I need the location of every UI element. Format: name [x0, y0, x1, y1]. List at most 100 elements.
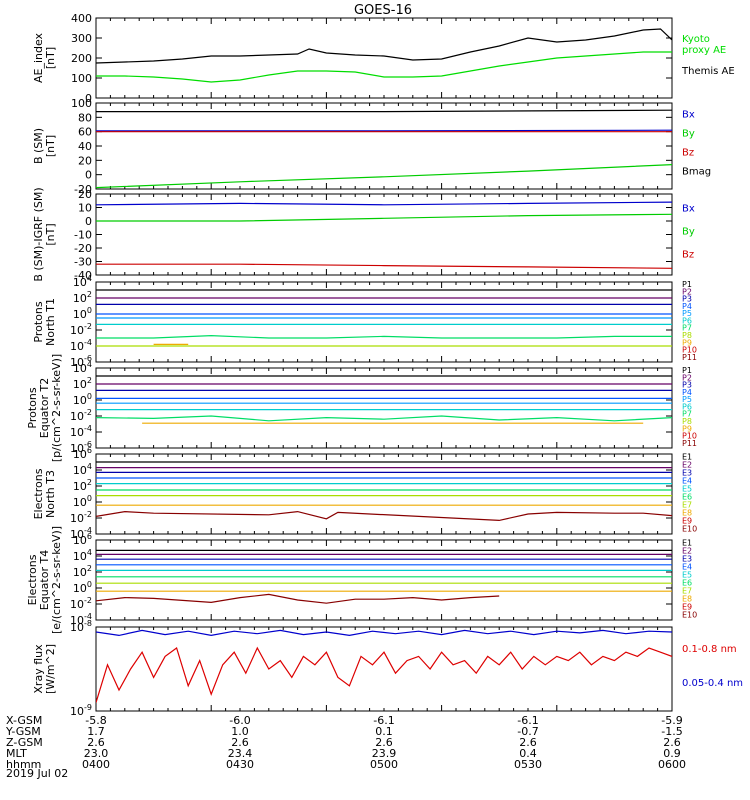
series-line-0.1-0.8-nm	[96, 646, 672, 703]
legend-label: P3	[682, 295, 692, 304]
legend-label: By	[682, 128, 695, 139]
series-line-bx	[96, 129, 672, 132]
y-axis-label: B (SM) [nT]	[32, 128, 57, 164]
y-tick-label: 200	[71, 52, 92, 65]
svg-text:[nT]: [nT]	[44, 47, 57, 69]
legend-label: P4	[682, 302, 692, 311]
legend-label: E7	[682, 501, 692, 510]
svg-text:B (SM)-IGRF (SM): B (SM)-IGRF (SM)	[32, 187, 45, 281]
y-tick-label: 20	[78, 154, 92, 167]
x-tick-value: 0.1	[375, 725, 393, 738]
legend-label: P6	[682, 316, 692, 325]
y-tick-label: 104	[73, 548, 92, 563]
y-axis-label: Electrons North T3	[32, 468, 57, 519]
y-tick-label: 40	[78, 140, 92, 153]
panel-xray: 10-9 10-8 Xray flux [W/m^2] 0.1-0.8 nm 0.05-0…	[32, 619, 743, 718]
x-tick-value: 0430	[226, 758, 254, 771]
x-tick-value: 1.0	[231, 725, 249, 738]
legend-label: E5	[682, 571, 692, 580]
svg-text:B (SM): B (SM)	[32, 128, 45, 164]
x-tick-value: -5.9	[661, 714, 682, 727]
y-tick-label: 104	[73, 360, 92, 375]
legend-label: 0.05-0.4 nm	[682, 678, 743, 689]
svg-text:Protons: Protons	[26, 387, 39, 428]
series-line-by	[96, 213, 672, 222]
x-tick-value: 2.6	[663, 736, 681, 749]
legend-label: Bz	[682, 250, 694, 261]
y-tick-label: 102	[73, 376, 92, 391]
x-tick-value: 0400	[82, 758, 110, 771]
legend-label: E10	[682, 611, 697, 620]
svg-text:North T3: North T3	[44, 470, 57, 518]
x-tick-value: -6.0	[229, 714, 250, 727]
series-line-e10	[96, 593, 500, 604]
series-group	[96, 375, 672, 424]
y-tick-label: 100	[71, 72, 92, 85]
legend-label: P9	[682, 424, 692, 433]
y-tick-label: 102	[73, 478, 92, 493]
y-tick-label: -20	[74, 242, 92, 255]
series-line-0.05-0.4-nm	[96, 629, 672, 637]
x-row-label: Y-GSM	[5, 725, 41, 738]
series-line-bx	[96, 201, 672, 206]
y-tick-label: 104	[73, 274, 92, 289]
legend-label: Themis AE	[681, 66, 735, 77]
legend-label: P2	[682, 373, 692, 382]
series-group	[96, 549, 672, 604]
svg-text:Equator T2: Equator T2	[38, 378, 51, 438]
y-tick-label: 10-2	[70, 408, 92, 423]
legend-label: P11	[682, 439, 697, 448]
y-tick-label: 0	[85, 92, 92, 105]
y-tick-label: -10	[74, 229, 92, 242]
svg-text:AE_index: AE_index	[32, 32, 45, 83]
svg-text:[W/m^2]: [W/m^2]	[44, 644, 57, 694]
svg-text:Equator T4: Equator T4	[38, 550, 51, 610]
legend-label: P7	[682, 410, 692, 419]
legend-label: Bmag	[682, 167, 711, 178]
x-tick-value: 23.0	[84, 747, 109, 760]
series-line-p7	[96, 415, 672, 422]
y-tick-label: 100	[73, 580, 92, 595]
x-tick-value: 0.4	[519, 747, 537, 760]
x-tick-value: -5.8	[85, 714, 106, 727]
legend-label: E3	[682, 555, 692, 564]
y-tick-label: 10	[78, 202, 92, 215]
legend-label: P2	[682, 287, 692, 296]
svg-text:North T1: North T1	[44, 298, 57, 346]
y-tick-label: 102	[73, 290, 92, 305]
svg-text:Electrons: Electrons	[26, 554, 39, 605]
legend-label: P1	[682, 366, 692, 375]
legend-label: P3	[682, 381, 692, 390]
y-tick-label: 10-4	[70, 424, 92, 439]
x-tick-value: 2.6	[231, 736, 249, 749]
y-tick-label: 0	[85, 169, 92, 182]
legend-label: P10	[682, 432, 697, 441]
y-tick-label: 100	[71, 97, 92, 110]
series-line-by	[96, 164, 672, 189]
y-tick-label: 100	[73, 392, 92, 407]
x-tick-value: -1.5	[661, 725, 682, 738]
y-tick-label: 100	[73, 306, 92, 321]
legend-label: Bx	[682, 109, 695, 120]
svg-text:Xray flux: Xray flux	[32, 644, 45, 694]
panel-frame	[95, 626, 673, 712]
y-tick-label: 10-4	[70, 338, 92, 353]
y-tick-label: 300	[71, 32, 92, 45]
y-tick-label: 10-2	[70, 322, 92, 337]
x-tick-value: -6.1	[373, 714, 394, 727]
y-tick-label: 10-6	[70, 440, 92, 455]
series-group	[96, 461, 672, 522]
x-tick-value: 2.6	[375, 736, 393, 749]
svg-text:[e/(cm^2-s-sr-keV)]: [e/(cm^2-s-sr-keV)]	[50, 526, 63, 634]
y-tick-label: 10-2	[70, 510, 92, 525]
x-tick-value: 0530	[514, 758, 542, 771]
panel-frame	[95, 102, 673, 190]
legend-label: 0.1-0.8 nm	[682, 644, 737, 655]
x-tick-value: 0500	[370, 758, 398, 771]
legend-label: P8	[682, 417, 692, 426]
